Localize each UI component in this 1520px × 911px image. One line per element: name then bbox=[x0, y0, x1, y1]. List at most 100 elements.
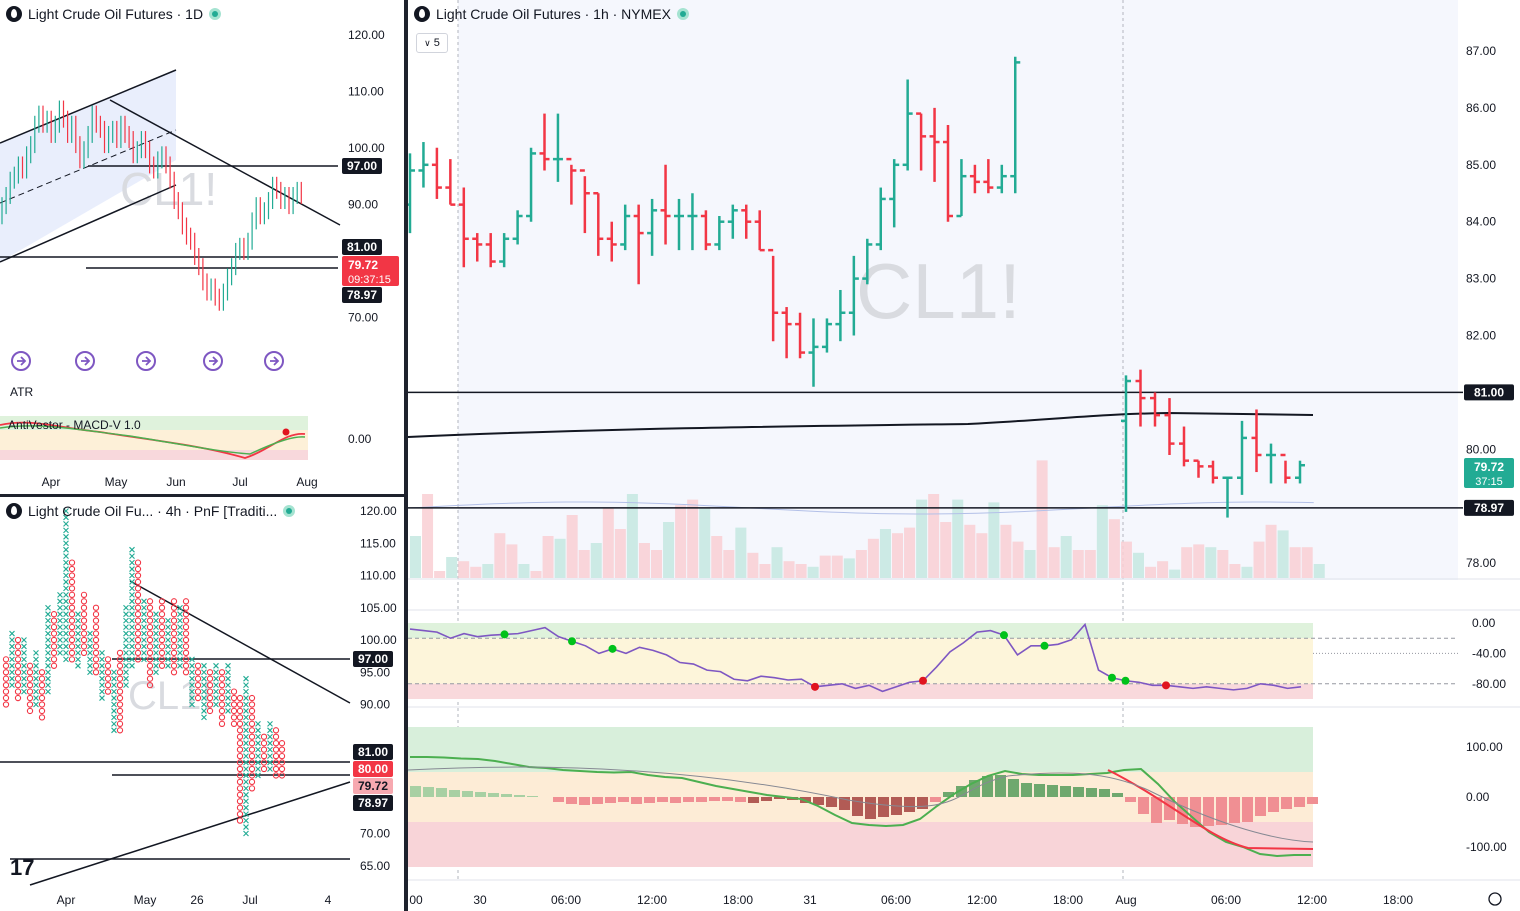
trend-line[interactable] bbox=[109, 99, 341, 226]
pnf-o-box bbox=[218, 681, 226, 689]
macd-v-indicator-label[interactable]: AntiVestor - MACD-V 1.0 bbox=[8, 418, 141, 432]
macd-histogram-bar bbox=[436, 788, 447, 797]
atr-indicator-label[interactable]: ATR bbox=[10, 385, 34, 399]
volume-bar bbox=[819, 555, 831, 578]
pnf-o-box bbox=[206, 669, 214, 676]
pnf-x-box bbox=[243, 772, 249, 779]
pnf-x-box bbox=[141, 617, 147, 624]
pnf-chart-legend[interactable]: Light Crude Oil Fu... · 4h · PnF [Tradit… bbox=[6, 503, 296, 519]
time-axis-label: 12:00 bbox=[967, 893, 997, 907]
pane-divider-horizontal[interactable] bbox=[0, 494, 404, 497]
pnf-o-box bbox=[248, 746, 256, 753]
price-badge-7897-bg bbox=[342, 287, 382, 303]
pnf-x-box bbox=[75, 637, 81, 643]
pnf-x-box bbox=[141, 637, 147, 643]
pre-session bbox=[408, 0, 458, 580]
pnf-x-box bbox=[75, 617, 81, 624]
pnf-x-box bbox=[225, 662, 231, 669]
pnf-x-box bbox=[33, 695, 39, 701]
macd-histogram-bar bbox=[774, 797, 785, 799]
daily-chart-pane[interactable]: CL1! 120.00 110.00 100.00 90.00 70.00 97.00 81.… bbox=[0, 0, 404, 494]
pnf-o-box bbox=[170, 636, 178, 644]
pnf-o-box bbox=[146, 656, 154, 663]
settings-gear-icon[interactable] bbox=[1488, 892, 1502, 906]
pnf-o-box bbox=[134, 617, 142, 624]
pnf-o-box bbox=[68, 630, 76, 637]
pnf-o-box bbox=[158, 611, 166, 618]
pnf-o-box bbox=[158, 598, 166, 605]
pnf-o-box bbox=[170, 662, 178, 669]
macd-histogram-bar bbox=[839, 797, 850, 810]
daily-chart-canvas[interactable]: CL1!120.00110.00100.0090.0070.0097.0081.… bbox=[0, 0, 404, 494]
last-price: 79.72 bbox=[1474, 460, 1504, 474]
pnf-chart-pane[interactable]: CL1! 120.00 115.00 110.00 105.00 100.00 95.00 9… bbox=[0, 497, 404, 911]
pnf-o-box bbox=[236, 707, 244, 715]
pnf-x-box bbox=[63, 540, 69, 547]
pnf-x-box bbox=[9, 675, 15, 682]
macd-histogram-bar bbox=[982, 776, 993, 797]
pnf-o-box bbox=[182, 623, 190, 631]
pnf-o-box bbox=[2, 701, 10, 708]
pnf-o-box bbox=[236, 701, 244, 708]
pnf-x-box bbox=[129, 624, 135, 630]
pnf-o-box bbox=[14, 636, 22, 644]
hourly-chart-legend[interactable]: Light Crude Oil Futures · 1h · NYMEX bbox=[414, 6, 689, 22]
trend-line[interactable] bbox=[129, 580, 351, 704]
pnf-o-box bbox=[182, 636, 190, 644]
pnf-x-box bbox=[267, 759, 273, 766]
pnf-o-box bbox=[2, 694, 10, 702]
hourly-chart-pane[interactable]: CL1! 87.00 86.00 85.00 84.00 83.00 82.00 80.00 7… bbox=[408, 0, 1520, 911]
pnf-o-box bbox=[68, 623, 76, 631]
pnf-x-box bbox=[111, 720, 117, 727]
pnf-x-box bbox=[201, 714, 207, 721]
macd-histogram-bar bbox=[1242, 797, 1253, 822]
daily-chart-legend[interactable]: Light Crude Oil Futures · 1D bbox=[6, 6, 222, 22]
time-axis-label: 06:00 bbox=[881, 893, 911, 907]
pnf-o-box bbox=[236, 778, 244, 786]
pnf-chart-canvas[interactable]: CL1!120.00115.00110.00105.00100.0095.009… bbox=[0, 497, 404, 911]
volume-bar bbox=[952, 499, 964, 578]
interval-selector-button[interactable]: ∨ 5 bbox=[416, 33, 448, 53]
pnf-x-box bbox=[63, 533, 69, 540]
market-status-icon[interactable] bbox=[676, 8, 689, 20]
pnf-x-box bbox=[189, 675, 195, 682]
pnf-x-box bbox=[99, 669, 105, 676]
pnf-o-box bbox=[14, 681, 22, 689]
oscillator-line bbox=[409, 622, 1302, 693]
pane-divider-vertical[interactable] bbox=[404, 0, 408, 911]
macd-histogram-bar bbox=[1021, 783, 1032, 797]
pnf-o-box bbox=[248, 772, 256, 779]
interval-value: 5 bbox=[433, 37, 440, 49]
pnf-x-box bbox=[129, 611, 135, 618]
pnf-x-box bbox=[189, 695, 195, 701]
pnf-x-box bbox=[189, 669, 195, 676]
volume-bar bbox=[1301, 547, 1313, 578]
pnf-o-box bbox=[236, 791, 244, 798]
trend-line[interactable] bbox=[0, 69, 177, 144]
market-status-icon[interactable] bbox=[209, 8, 222, 20]
pnf-o-box bbox=[92, 669, 100, 676]
pnf-x-box bbox=[225, 669, 231, 676]
pnf-x-box bbox=[243, 766, 249, 772]
macd-histogram-bar bbox=[1138, 797, 1149, 814]
hourly-chart-canvas[interactable]: CL1! 87.00 86.00 85.00 84.00 83.00 82.00 80.00 7… bbox=[408, 0, 1520, 911]
pnf-o-box bbox=[194, 662, 202, 669]
trend-line[interactable] bbox=[0, 184, 177, 263]
pnf-x-box bbox=[87, 630, 93, 637]
trend-line[interactable] bbox=[29, 781, 351, 886]
market-status-icon[interactable] bbox=[283, 505, 296, 517]
volume-bar bbox=[1265, 524, 1277, 578]
bar-countdown: 37:15 bbox=[1475, 476, 1503, 488]
price-axis-label: 100.00 bbox=[360, 633, 397, 647]
price-axis-label: 78.00 bbox=[1466, 556, 1496, 570]
price-badge-7897: 78.97 bbox=[347, 288, 377, 302]
pnf-o-box bbox=[80, 611, 88, 618]
volume-bar bbox=[1036, 460, 1048, 578]
pnf-x-box bbox=[87, 656, 93, 663]
pnf-o-box bbox=[134, 578, 142, 586]
pnf-o-box bbox=[170, 630, 178, 637]
pnf-o-box bbox=[26, 662, 34, 669]
pnf-x-box bbox=[189, 682, 195, 689]
pnf-o-box bbox=[116, 662, 124, 669]
pnf-x-box bbox=[63, 521, 69, 527]
